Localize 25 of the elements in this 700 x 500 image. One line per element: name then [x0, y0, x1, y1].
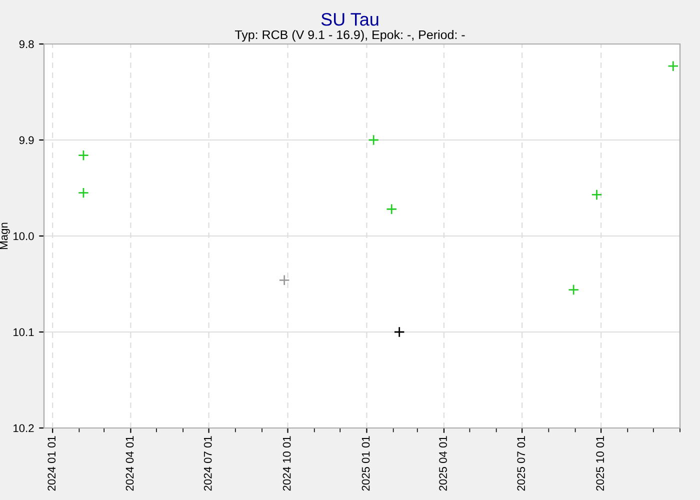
y-tick-label: 10.2 — [14, 424, 34, 432]
x-tick-label: 2024 07 01 — [204, 436, 212, 491]
chart-subtitle: Typ: RCB (V 9.1 - 16.9), Epok: -, Period: - — [234, 30, 465, 42]
y-tick-label: 10.1 — [14, 328, 34, 336]
point — [568, 284, 580, 296]
x-tick-label: 2024 10 01 — [282, 436, 291, 491]
x-tick-label: 2025 10 01 — [596, 436, 604, 491]
y-tick-label: 9.9 — [19, 136, 34, 144]
y-axis-title: Magn — [0, 222, 10, 249]
point — [278, 274, 290, 286]
y-tick-label: 9.8 — [19, 40, 34, 48]
point — [668, 60, 679, 72]
point — [78, 150, 90, 161]
chart-title: SU Tau — [321, 12, 378, 26]
y-tick-label: 10.0 — [14, 232, 34, 240]
point — [591, 189, 602, 200]
point — [368, 134, 380, 146]
point — [386, 204, 398, 215]
x-tick-label: 2025 07 01 — [517, 436, 526, 491]
x-tick-label: 2025 01 01 — [362, 436, 370, 491]
point — [394, 326, 405, 338]
x-tick-label: 2024 01 01 — [48, 436, 56, 491]
x-tick-label: 2024 04 01 — [126, 436, 134, 491]
x-tick-label: 2025 04 01 — [439, 436, 447, 491]
point — [78, 187, 90, 198]
